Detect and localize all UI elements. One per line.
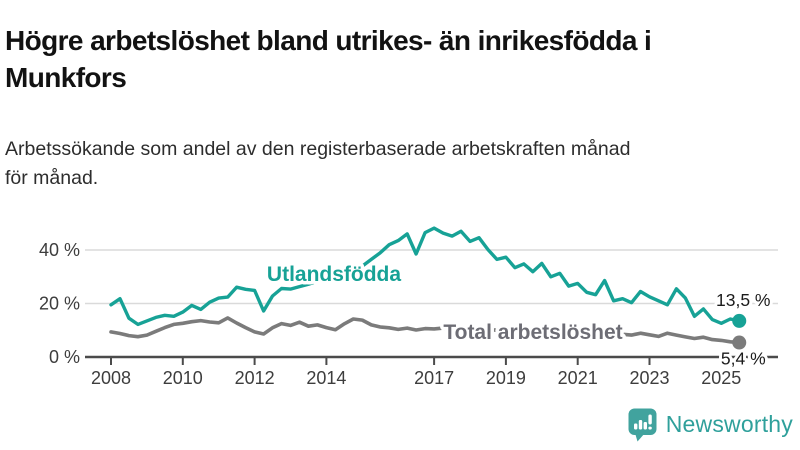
page-title: Högre arbetslöshet bland utrikes- än inr…	[5, 24, 652, 93]
end-dot-utlandsfodda	[732, 313, 747, 328]
x-tick-label: 2025	[701, 368, 741, 388]
x-tick-label: 2014	[306, 368, 346, 388]
x-tick-label: 2021	[558, 368, 598, 388]
end-dot-total	[732, 335, 747, 350]
y-tick-label: 40 %	[39, 240, 80, 260]
chart-subtitle: Arbetssökande som andel av den registerb…	[5, 137, 631, 189]
series-label-utlandsfodda: Utlandsfödda	[267, 263, 401, 286]
y-tick-label: 0 %	[49, 347, 80, 367]
x-tick-label: 2017	[414, 368, 454, 388]
x-tick-label: 2019	[486, 368, 526, 388]
x-tick-label: 2010	[163, 368, 203, 388]
x-tick-label: 2023	[629, 368, 669, 388]
series-line-utlandsfodda	[109, 226, 741, 327]
series-label-total: Total arbetslöshet	[443, 321, 622, 344]
series-line-total	[109, 316, 742, 345]
y-tick-label: 20 %	[39, 294, 80, 314]
newsworthy-logo: Newsworthy	[627, 407, 793, 442]
x-tick-label: 2012	[235, 368, 275, 388]
newsworthy-logo-text: Newsworthy	[665, 411, 793, 437]
bar-chart-speech-bubble-icon	[628, 408, 657, 442]
end-value-label-utlandsfodda: 13,5 %	[716, 290, 770, 310]
x-tick-label: 2008	[91, 368, 131, 388]
end-value-label-total: 5,4 %	[721, 349, 766, 369]
